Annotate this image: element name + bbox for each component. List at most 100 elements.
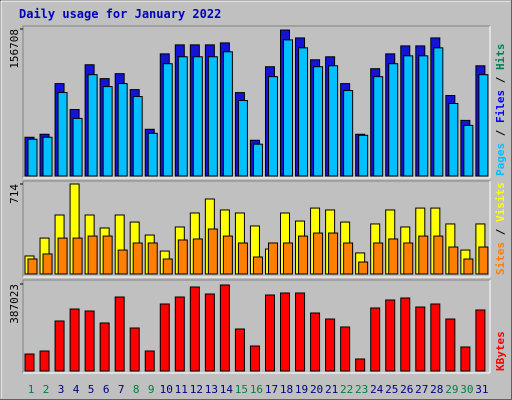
x-tick-label: 27 <box>415 383 428 396</box>
bar <box>252 256 263 275</box>
bar <box>373 242 384 275</box>
bar <box>102 86 113 177</box>
bar <box>448 102 459 177</box>
bar <box>159 303 170 372</box>
bar <box>147 132 158 177</box>
bar <box>192 238 203 275</box>
bar <box>222 235 233 275</box>
bar <box>72 237 83 275</box>
x-tick-label: 5 <box>88 383 95 396</box>
x-tick-label: 4 <box>73 383 80 396</box>
x-tick-label: 21 <box>325 383 338 396</box>
chart-title: Daily usage for January 2022 <box>19 7 221 21</box>
bar <box>252 143 263 177</box>
bar <box>162 63 173 177</box>
bar <box>403 55 414 177</box>
bar <box>267 242 278 275</box>
legend: KBytes <box>494 331 507 371</box>
bar <box>189 286 200 372</box>
bar <box>42 136 53 177</box>
bar <box>102 235 113 275</box>
legend-entry: Sites <box>494 242 507 275</box>
bar <box>355 358 366 372</box>
bar <box>207 56 218 177</box>
bar <box>418 235 429 275</box>
bar <box>373 76 384 177</box>
x-tick-label: 11 <box>175 383 188 396</box>
bar <box>27 138 38 177</box>
x-tick-label: 12 <box>190 383 203 396</box>
bar <box>325 318 336 372</box>
bar <box>237 99 248 177</box>
bar <box>298 47 309 177</box>
x-tick-label: 28 <box>430 383 443 396</box>
bar <box>114 296 125 372</box>
x-tick-label: 14 <box>220 383 234 396</box>
bar <box>267 76 278 177</box>
x-tick-label: 19 <box>295 383 308 396</box>
legend: Sites / Visits <box>494 182 507 275</box>
x-tick-label: 26 <box>400 383 413 396</box>
x-tick-label: 6 <box>103 383 110 396</box>
bar <box>460 346 471 372</box>
bar <box>204 293 215 372</box>
x-tick-label: 1 <box>28 383 35 396</box>
x-tick-label: 29 <box>445 383 458 396</box>
bar <box>24 353 35 372</box>
legend: Pages / Files / Hits <box>494 44 507 177</box>
x-tick-label: 18 <box>280 383 293 396</box>
bar <box>162 258 173 275</box>
bar <box>403 242 414 275</box>
bar <box>445 318 456 372</box>
bar <box>385 299 396 372</box>
bar <box>132 96 143 177</box>
bar <box>340 326 351 372</box>
bar <box>388 63 399 177</box>
bar <box>147 242 158 275</box>
x-tick-label: 10 <box>160 383 173 396</box>
x-tick-label: 8 <box>133 383 140 396</box>
bar <box>177 56 188 177</box>
x-tick-label: 2 <box>43 383 50 396</box>
bar <box>400 297 411 372</box>
bar <box>433 235 444 275</box>
bar <box>433 47 444 177</box>
bar <box>57 92 68 177</box>
x-tick-label: 22 <box>340 383 353 396</box>
bar <box>280 292 291 372</box>
bar <box>463 258 474 275</box>
x-tick-label: 17 <box>265 383 278 396</box>
legend-entry: / <box>494 123 507 143</box>
bar <box>343 242 354 275</box>
bar <box>222 51 233 177</box>
x-tick-label: 31 <box>475 383 488 396</box>
y-tick-label: 156708 <box>8 29 21 69</box>
legend-entry: Pages <box>494 143 507 176</box>
bar <box>430 303 441 372</box>
bar <box>27 258 38 275</box>
x-tick-label: 30 <box>460 383 473 396</box>
bar <box>207 228 218 275</box>
bar <box>219 284 230 372</box>
bar <box>283 39 294 177</box>
y-tick-label: 714 <box>8 184 21 204</box>
x-tick-label: 13 <box>205 383 218 396</box>
bar <box>117 249 128 275</box>
bar <box>283 242 294 275</box>
bar <box>54 320 65 372</box>
x-tick-label: 3 <box>58 383 65 396</box>
legend-entry: Files <box>494 90 507 123</box>
bar <box>448 246 459 275</box>
bar <box>72 117 83 177</box>
x-tick-label: 20 <box>310 383 323 396</box>
bar <box>87 235 98 275</box>
bar <box>192 56 203 177</box>
bar <box>463 124 474 177</box>
bar <box>298 235 309 275</box>
bar <box>84 310 95 372</box>
bar <box>129 327 140 372</box>
x-tick-label: 16 <box>250 383 263 396</box>
bar <box>117 83 128 177</box>
bar <box>328 65 339 177</box>
bar <box>249 345 260 372</box>
